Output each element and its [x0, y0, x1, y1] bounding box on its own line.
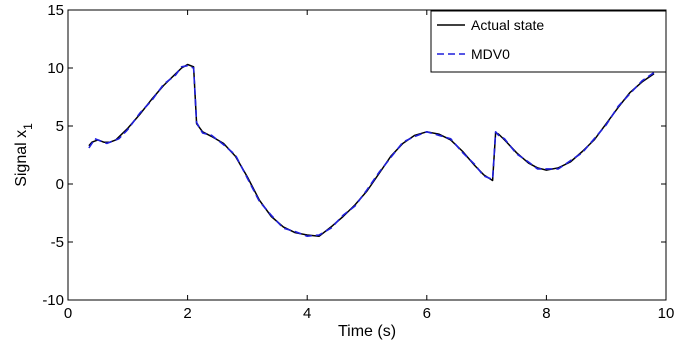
y-tick-label: 15	[47, 2, 64, 19]
x-tick-label: 10	[658, 305, 675, 322]
y-axis-label-subscript: 1	[21, 123, 35, 130]
y-tick-label: 10	[47, 60, 64, 77]
series-line-mdv0	[88, 64, 655, 237]
y-axis-label-group: Signal x1	[13, 123, 35, 187]
x-tick-label: 2	[183, 305, 191, 322]
x-tick-label: 4	[303, 305, 311, 322]
x-axis-label: Time (s)	[338, 323, 396, 340]
axis-ticks: 0 2 4 6 8 10 -10 -5 0 5 10 15	[42, 2, 674, 322]
legend-label-mdv0: MDV0	[471, 46, 510, 62]
y-tick-label: 0	[56, 176, 64, 193]
y-tick-label: 5	[56, 118, 64, 135]
x-tick-label: 8	[542, 305, 550, 322]
legend-label-actual-state: Actual state	[471, 17, 544, 33]
x-tick-label: 0	[64, 305, 72, 322]
y-tick-label: -10	[42, 292, 64, 309]
legend-box	[430, 10, 667, 73]
series-layer	[88, 63, 655, 237]
legend: Actual state MDV0	[430, 10, 667, 73]
y-tick-label: -5	[51, 234, 64, 251]
x-tick-label: 6	[423, 305, 431, 322]
y-axis-label-main: Signal x	[13, 130, 30, 187]
y-axis-label: Signal x1	[13, 123, 35, 187]
